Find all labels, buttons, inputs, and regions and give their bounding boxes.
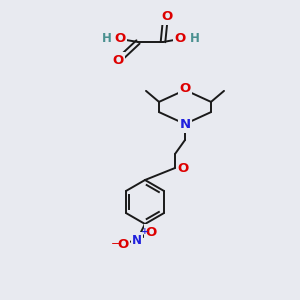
Text: O: O [112,53,124,67]
Text: O: O [179,82,191,95]
Text: N: N [132,233,142,247]
Text: O: O [146,226,157,238]
Text: H: H [102,32,112,46]
Text: O: O [114,32,126,46]
Text: O: O [117,238,129,250]
Text: N: N [179,118,191,131]
Text: −: − [111,239,121,249]
Text: O: O [174,32,186,46]
Text: +: + [141,227,149,236]
Text: O: O [161,11,172,23]
Text: H: H [190,32,200,46]
Text: O: O [177,161,189,175]
